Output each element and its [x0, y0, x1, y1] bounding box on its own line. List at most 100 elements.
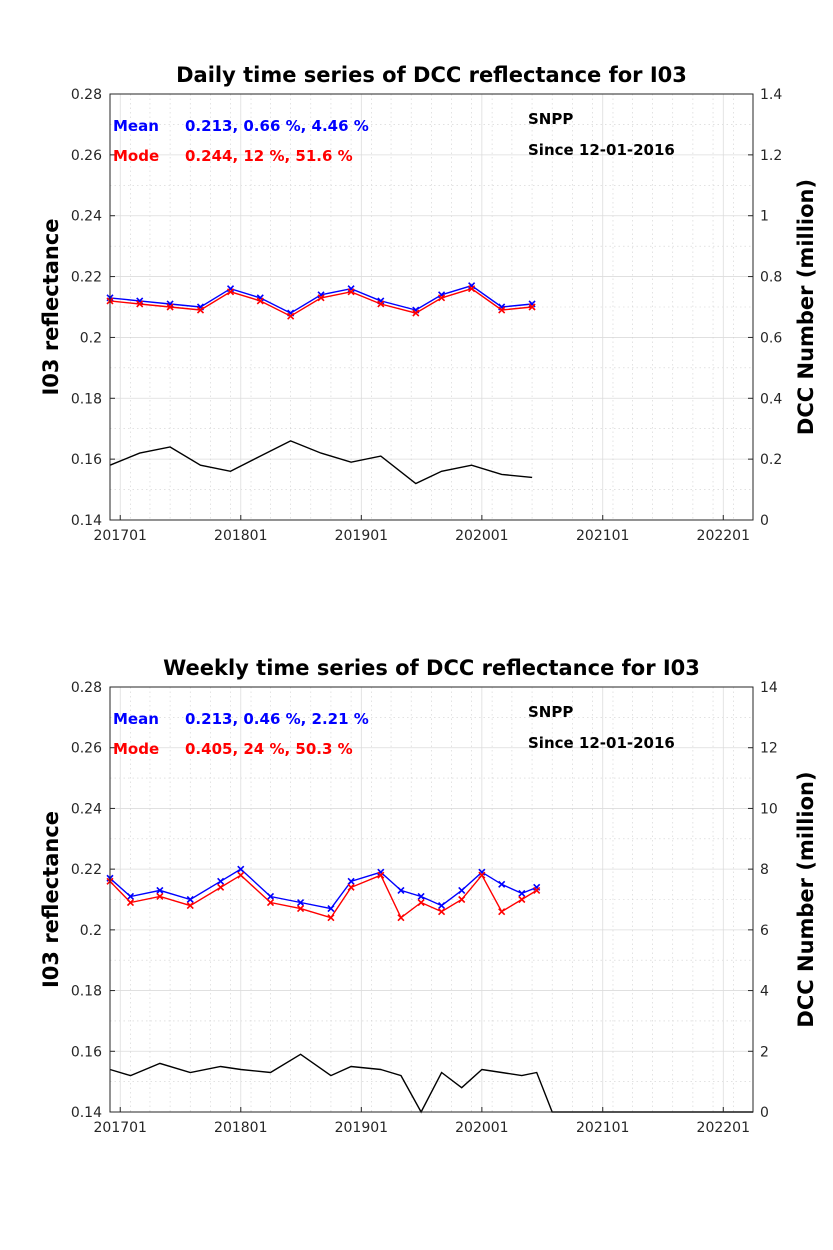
y-axis-label: I03 reflectance: [39, 811, 63, 988]
data-point-mode: [518, 895, 526, 904]
data-point-mode: [327, 914, 335, 922]
data-point-mean: [347, 877, 355, 885]
data-point-mean: [217, 877, 225, 885]
series-line-dcc-number: [109, 1053, 753, 1114]
data-point-mode: [126, 898, 135, 907]
data-point-mode: [166, 303, 174, 311]
y-tick-label: 0.2: [80, 330, 102, 346]
y2-tick-label: 0: [760, 1105, 769, 1121]
data-point-mode: [237, 871, 245, 879]
y2-tick-label: 0.4: [760, 391, 782, 407]
y2-axis-label: DCC Number (million): [794, 771, 818, 1027]
data-point-mode: [287, 312, 295, 320]
y2-tick-label: 0.6: [760, 330, 782, 346]
mode-stats: 0.405, 24 %, 50.3 %: [185, 740, 353, 758]
y-tick-label: 0.26: [71, 741, 102, 757]
y-tick-label: 0.22: [71, 862, 102, 878]
satellite-label: SNPP: [528, 703, 573, 721]
y2-tick-label: 8: [760, 862, 769, 878]
y2-tick-label: 6: [760, 923, 769, 939]
y-tick-label: 0.24: [71, 801, 102, 817]
mean-stats: 0.213, 0.46 %, 2.21 %: [185, 710, 369, 728]
y2-tick-label: 0.8: [760, 270, 782, 286]
mode-label: Mode: [113, 147, 159, 165]
y-tick-label: 0.18: [71, 391, 102, 407]
data-point-mode: [266, 898, 275, 907]
data-point-mode: [468, 285, 476, 293]
y-axis-label: I03 reflectance: [39, 218, 63, 395]
data-point-mean: [126, 892, 135, 901]
axes-frame: [109, 93, 754, 521]
data-point-mean: [327, 905, 335, 913]
data-point-mode: [347, 288, 355, 296]
data-point-mode: [196, 306, 205, 314]
y-tick-label: 0.18: [71, 984, 102, 1000]
x-tick-label: 202001: [455, 528, 508, 544]
y-tick-label: 0.24: [71, 209, 102, 225]
data-point-mean: [518, 889, 526, 897]
since-date-label: Since 12-01-2016: [528, 141, 675, 159]
y-tick-label: 0.28: [71, 87, 102, 103]
data-point-mode: [296, 905, 305, 913]
x-tick-label: 201701: [94, 1120, 147, 1136]
y-tick-label: 0.16: [71, 452, 102, 468]
y2-tick-label: 1.2: [760, 148, 782, 164]
y-tick-label: 0.14: [71, 1105, 102, 1121]
data-point-mode: [412, 309, 420, 317]
data-point-mean: [438, 902, 446, 910]
x-tick-label: 201801: [214, 528, 267, 544]
data-point-mode: [498, 908, 506, 916]
y2-axis-label: DCC Number (million): [794, 179, 818, 435]
x-tick-label: 202101: [576, 528, 629, 544]
data-point-mode: [377, 871, 385, 879]
y2-tick-label: 2: [760, 1044, 769, 1060]
data-point-mean: [296, 898, 305, 907]
y-tick-label: 0.28: [71, 680, 102, 696]
data-point-mode: [528, 303, 536, 311]
mode-stats: 0.244, 12 %, 51.6 %: [185, 147, 353, 165]
satellite-label: SNPP: [528, 110, 573, 128]
y-tick-label: 0.14: [71, 513, 102, 529]
daily-chart-panel: 0.14 0.16 0.18 0.2 0.22 0.24 0.26 0.28 0 0.2 0.4 0.…: [39, 63, 818, 544]
data-point-mean: [417, 892, 425, 901]
data-point-mean: [498, 880, 506, 888]
y-tick-label: 0.16: [71, 1044, 102, 1060]
x-tick-label: 202201: [697, 1120, 750, 1136]
mean-stats: 0.213, 0.66 %, 4.46 %: [185, 117, 369, 135]
chart-title: Weekly time series of DCC reflectance fo…: [163, 656, 700, 680]
y-tick-label: 0.26: [71, 148, 102, 164]
x-tick-label: 202201: [697, 528, 750, 544]
data-point-mode: [256, 297, 264, 305]
weekly-chart-panel: 0.14 0.16 0.18 0.2 0.22 0.24 0.26 0.28 0 2 4 6 8 10 12…: [39, 656, 818, 1136]
data-point-mode: [498, 306, 506, 314]
data-point-mean: [397, 886, 405, 894]
y-tick-label: 0.2: [80, 923, 102, 939]
axes-frame: [109, 686, 754, 1113]
y2-tick-label: 1.4: [760, 87, 782, 103]
y-tick-label: 0.22: [71, 270, 102, 286]
y2-tick-label: 0: [760, 513, 769, 529]
y2-tick-label: 10: [760, 801, 778, 817]
data-point-mode: [136, 300, 144, 308]
data-point-mode: [317, 294, 325, 302]
y2-tick-label: 1: [760, 209, 769, 225]
data-point-mode: [438, 294, 446, 302]
x-tick-label: 202001: [455, 1120, 508, 1136]
x-tick-label: 201801: [214, 1120, 267, 1136]
data-point-mode: [417, 898, 425, 907]
mean-label: Mean: [113, 117, 159, 135]
data-point-mean: [237, 865, 245, 873]
y2-tick-label: 14: [760, 680, 778, 696]
data-point-mode: [217, 883, 225, 891]
data-point-mode: [226, 288, 235, 296]
data-point-mode: [458, 895, 466, 904]
mode-label: Mode: [113, 740, 159, 758]
y2-tick-label: 0.2: [760, 452, 782, 468]
y2-tick-label: 4: [760, 984, 769, 1000]
data-point-mode: [377, 300, 385, 308]
x-tick-label: 201901: [335, 1120, 388, 1136]
x-tick-label: 202101: [576, 1120, 629, 1136]
series-line-dcc-number: [109, 440, 533, 485]
data-point-mean: [156, 886, 164, 894]
